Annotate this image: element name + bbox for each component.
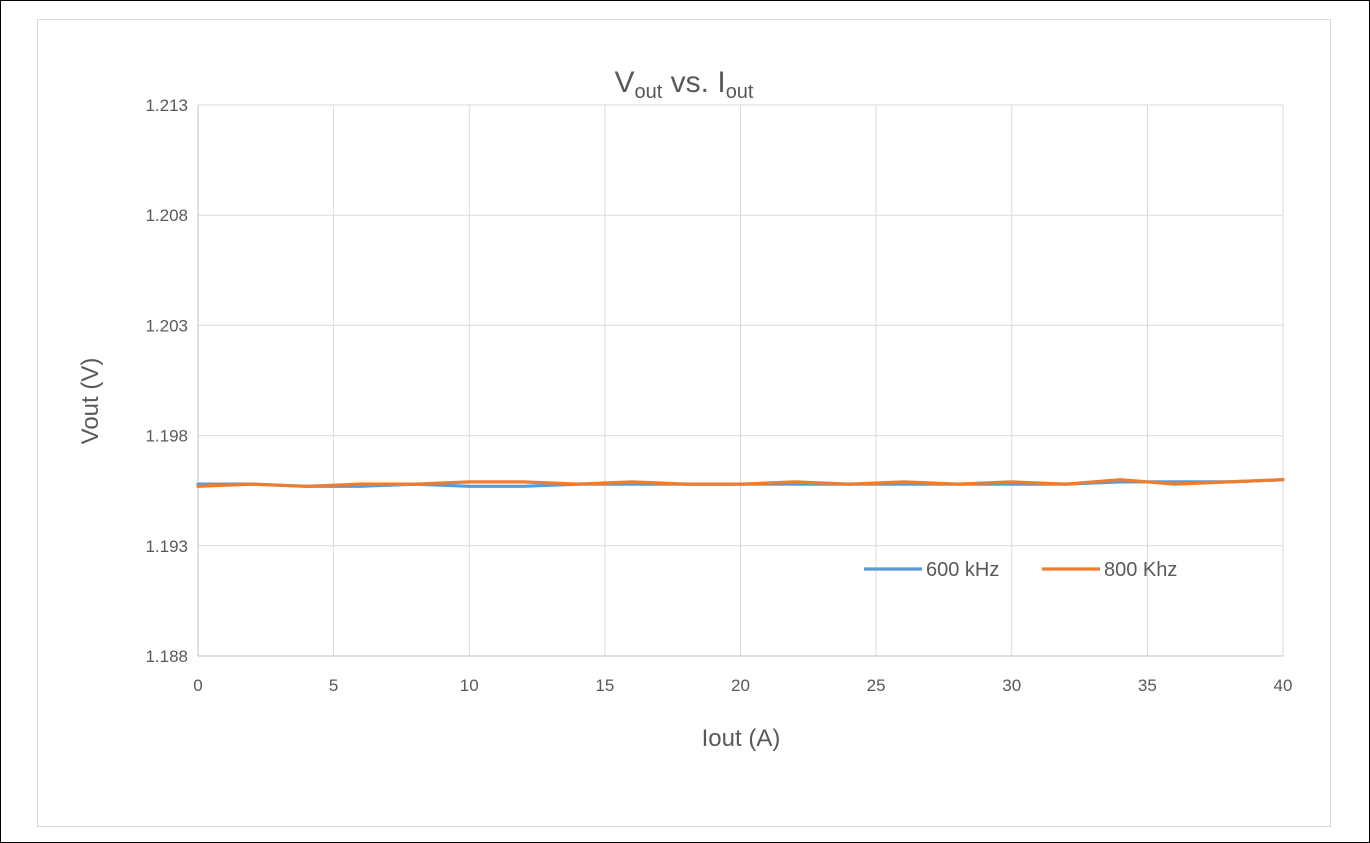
legend: 600 kHz 800 Khz	[864, 559, 1177, 581]
y-tick-label: 1.208	[145, 206, 188, 225]
y-tick-label: 1.203	[145, 316, 188, 335]
series-lines	[196, 478, 1285, 488]
gridlines	[198, 104, 1284, 656]
chart-area: Vout vs. Iout 0 5 10 15 20 25 30 35 40 1.188 1.193…	[37, 19, 1331, 827]
title-base2: I	[717, 66, 725, 99]
title-middle: vs.	[662, 66, 717, 99]
title-base1: V	[615, 66, 635, 99]
legend-label: 600 kHz	[926, 559, 999, 581]
y-tick-label: 1.188	[145, 647, 188, 666]
x-tick-label: 5	[329, 676, 338, 695]
y-axis-title: Vout (V)	[77, 358, 104, 445]
chart-title: Vout vs. Iout	[615, 66, 754, 103]
chart-svg: Vout vs. Iout 0 5 10 15 20 25 30 35 40 1.188 1.193…	[77, 66, 1292, 752]
x-tick-label: 25	[867, 676, 886, 695]
x-tick-label: 0	[193, 676, 202, 695]
y-tick-label: 1.198	[145, 427, 188, 446]
x-tick-label: 30	[1002, 676, 1021, 695]
legend-label: 800 Khz	[1104, 559, 1177, 581]
x-tick-label: 40	[1274, 676, 1293, 695]
y-tick-label: 1.193	[145, 537, 188, 556]
x-tick-label: 10	[460, 676, 479, 695]
x-axis-title: Iout (A)	[702, 725, 781, 752]
x-tick-label: 15	[595, 676, 614, 695]
y-tick-label: 1.213	[145, 96, 188, 115]
tick-labels: 0 5 10 15 20 25 30 35 40 1.188 1.193 1.198 1.203 1.20…	[145, 96, 1292, 695]
x-tick-label: 35	[1138, 676, 1157, 695]
axes	[197, 105, 1283, 657]
x-tick-label: 20	[731, 676, 750, 695]
title-sub2: out	[726, 81, 754, 103]
series-line-orange	[196, 478, 1285, 488]
title-sub1: out	[635, 81, 663, 103]
